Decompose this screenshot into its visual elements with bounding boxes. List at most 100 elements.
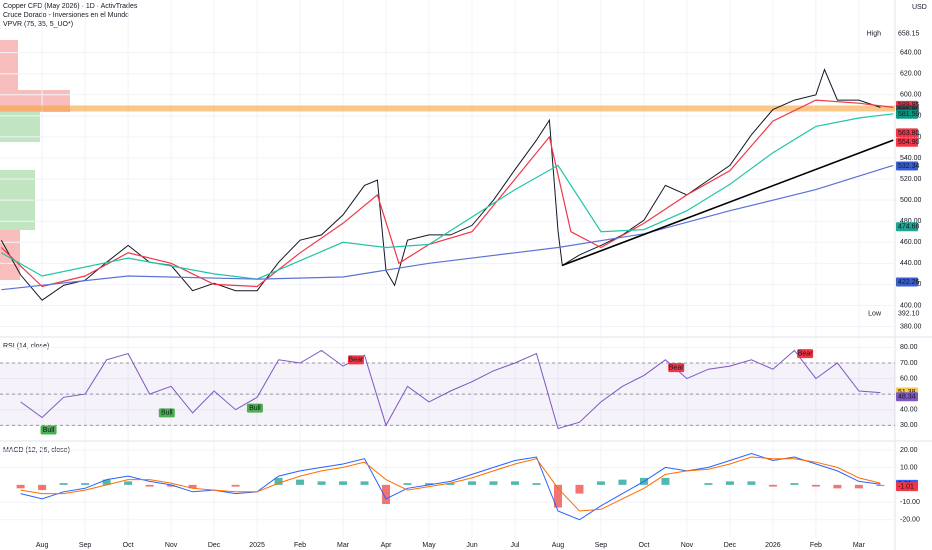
signal-badge — [347, 355, 364, 365]
signal-label: Bear — [669, 364, 684, 371]
histogram-bar — [854, 484, 863, 489]
profile-block — [0, 112, 40, 142]
histogram-bar — [16, 484, 25, 489]
price-tag-label: 474.68 — [898, 224, 920, 231]
x-tick-label: Dec — [724, 542, 737, 549]
y-tick-label: 60.00 — [900, 375, 918, 382]
y-tick-label: 460.00 — [900, 239, 922, 246]
histogram-bar — [296, 479, 305, 485]
y-tick-label: 640.00 — [900, 50, 922, 57]
series-line — [1, 164, 894, 291]
x-tick-label: Feb — [810, 542, 822, 549]
x-tick-label: Nov — [165, 542, 178, 549]
y-tick-label: -20.00 — [900, 517, 920, 524]
price-tag-label: -1.01 — [898, 483, 914, 490]
histogram-bar — [553, 484, 562, 508]
chart-subtitle: Cruce Dorado - Inversiones en el Mundo — [3, 12, 129, 19]
price-tag — [896, 222, 918, 232]
histogram-bar — [489, 481, 498, 485]
histogram-bar — [532, 483, 541, 485]
y-tick-label: 500.00 — [900, 197, 922, 204]
y-tick-label: 520.00 — [900, 176, 922, 183]
series-line — [0, 99, 894, 288]
histogram-bar — [81, 483, 90, 485]
rsi-line — [20, 349, 881, 430]
histogram-bar — [167, 484, 176, 487]
indicator-label: VPVR (75, 35, 5_UO*) — [3, 21, 73, 28]
histogram-bar — [188, 484, 197, 489]
signal-label: Bull — [249, 405, 261, 412]
rsi-title: RSI (14, close) — [3, 343, 49, 350]
series-line — [1, 113, 894, 280]
histogram-bar — [231, 484, 240, 487]
x-tick-label: Oct — [123, 542, 134, 549]
histogram-bar — [274, 477, 283, 485]
series-line — [562, 139, 894, 267]
histogram-bar — [360, 481, 369, 485]
y-tick-label: 600.00 — [900, 92, 922, 99]
histogram-bar — [124, 481, 133, 485]
extreme-value: 658.15 — [898, 30, 920, 37]
histogram-bar — [790, 483, 799, 485]
histogram-bar — [145, 484, 154, 487]
macd-line — [20, 456, 881, 512]
profile-block — [0, 40, 18, 100]
histogram-bar — [468, 481, 477, 485]
x-tick-label: May — [422, 542, 436, 549]
x-tick-label: Nov — [681, 542, 694, 549]
x-tick-label: 2026 — [765, 542, 781, 549]
y-tick-label: 540.00 — [900, 155, 922, 162]
signal-badge — [158, 408, 175, 418]
y-tick-label: 80.00 — [900, 344, 918, 351]
histogram-bar — [59, 483, 68, 485]
extreme-label: Low — [868, 311, 882, 318]
macd-line — [20, 452, 881, 521]
y-tick-label: 400.00 — [900, 302, 922, 309]
price-tag-label: 581.50 — [898, 111, 920, 118]
signal-label: Bull — [43, 427, 55, 434]
y-tick-label: -10.00 — [900, 499, 920, 506]
level-band — [0, 105, 895, 112]
signal-label: Bear — [798, 350, 813, 357]
y-tick-label: 10.00 — [900, 464, 918, 471]
x-tick-label: Jul — [511, 542, 520, 549]
price-tag-label: 48.34 — [898, 394, 916, 401]
extreme-label: High — [867, 30, 882, 37]
price-tag-label: 554.90 — [898, 139, 920, 146]
signal-label: Bull — [161, 410, 173, 417]
x-tick-label: Sep — [79, 542, 92, 549]
y-tick-label: 30.00 — [900, 422, 918, 429]
price-tag — [896, 161, 918, 171]
price-tag — [896, 137, 918, 147]
y-tick-label: 40.00 — [900, 407, 918, 414]
histogram-bar — [747, 481, 756, 485]
histogram-bar — [510, 481, 519, 485]
x-tick-label: Jun — [466, 542, 477, 549]
histogram-bar — [876, 484, 885, 487]
x-tick-label: Mar — [337, 542, 350, 549]
histogram-bar — [833, 484, 842, 489]
histogram-bar — [403, 483, 412, 485]
y-tick-label: 620.00 — [900, 71, 922, 78]
histogram-bar — [661, 477, 670, 485]
histogram-bar — [38, 484, 47, 491]
histogram-bar — [382, 484, 391, 505]
price-tag-label: 532.34 — [898, 163, 920, 170]
histogram-bar — [102, 479, 111, 485]
histogram-bar — [446, 483, 455, 485]
chart-title: Copper CFD (May 2026) · 1D · ActivTrades — [3, 3, 138, 10]
histogram-bar — [596, 481, 605, 485]
price-tag-label: 563.80 — [898, 130, 920, 137]
histogram-bar — [339, 481, 348, 485]
x-tick-label: 2025 — [249, 542, 265, 549]
y-tick-label: 440.00 — [900, 260, 922, 267]
y-tick-label: 70.00 — [900, 360, 918, 367]
x-tick-label: Oct — [639, 542, 650, 549]
histogram-bar — [725, 481, 734, 485]
price-tag — [896, 277, 918, 287]
signal-badge — [668, 363, 685, 373]
price-tag — [896, 482, 918, 492]
signal-badge — [246, 403, 263, 413]
histogram-bar — [704, 483, 713, 485]
